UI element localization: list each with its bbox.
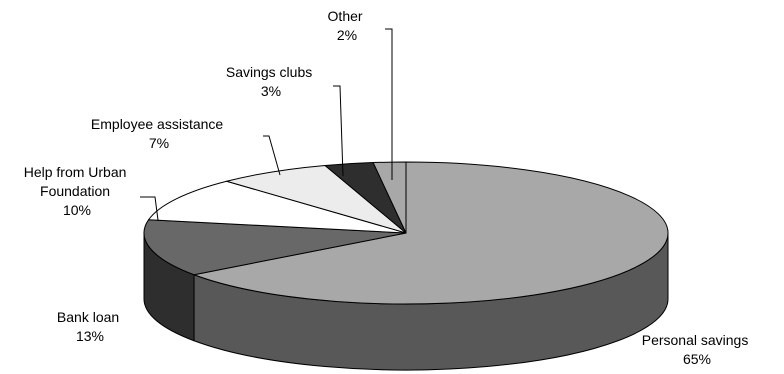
pie-slice-personal-savings	[193, 161, 669, 305]
pie-slice-employee-assistance	[226, 164, 407, 234]
slice-label-bank-loan: Bank loan 13%	[57, 309, 123, 344]
slice-label-urban-foundation: Help from Urban Foundation 10%	[24, 164, 131, 218]
slice-label-other: Other 2%	[328, 8, 367, 43]
leader-other	[385, 28, 393, 180]
leader-lines	[140, 28, 393, 221]
slice-label-personal-savings: Personal savings 65%	[642, 332, 753, 367]
pie-top	[143, 161, 669, 305]
pie-slice-bank-loan	[143, 219, 407, 276]
slice-label-savings-clubs: Savings clubs 3%	[226, 64, 316, 99]
pie-slice-other	[372, 161, 407, 234]
leader-employee-assistance	[263, 135, 281, 176]
pie-slice-help-from-urban-foundation	[148, 180, 407, 234]
leader-urban-foundation	[140, 196, 159, 221]
slice-label-employee-assistance: Employee assistance 7%	[91, 116, 227, 151]
leader-savings-clubs	[333, 85, 344, 177]
